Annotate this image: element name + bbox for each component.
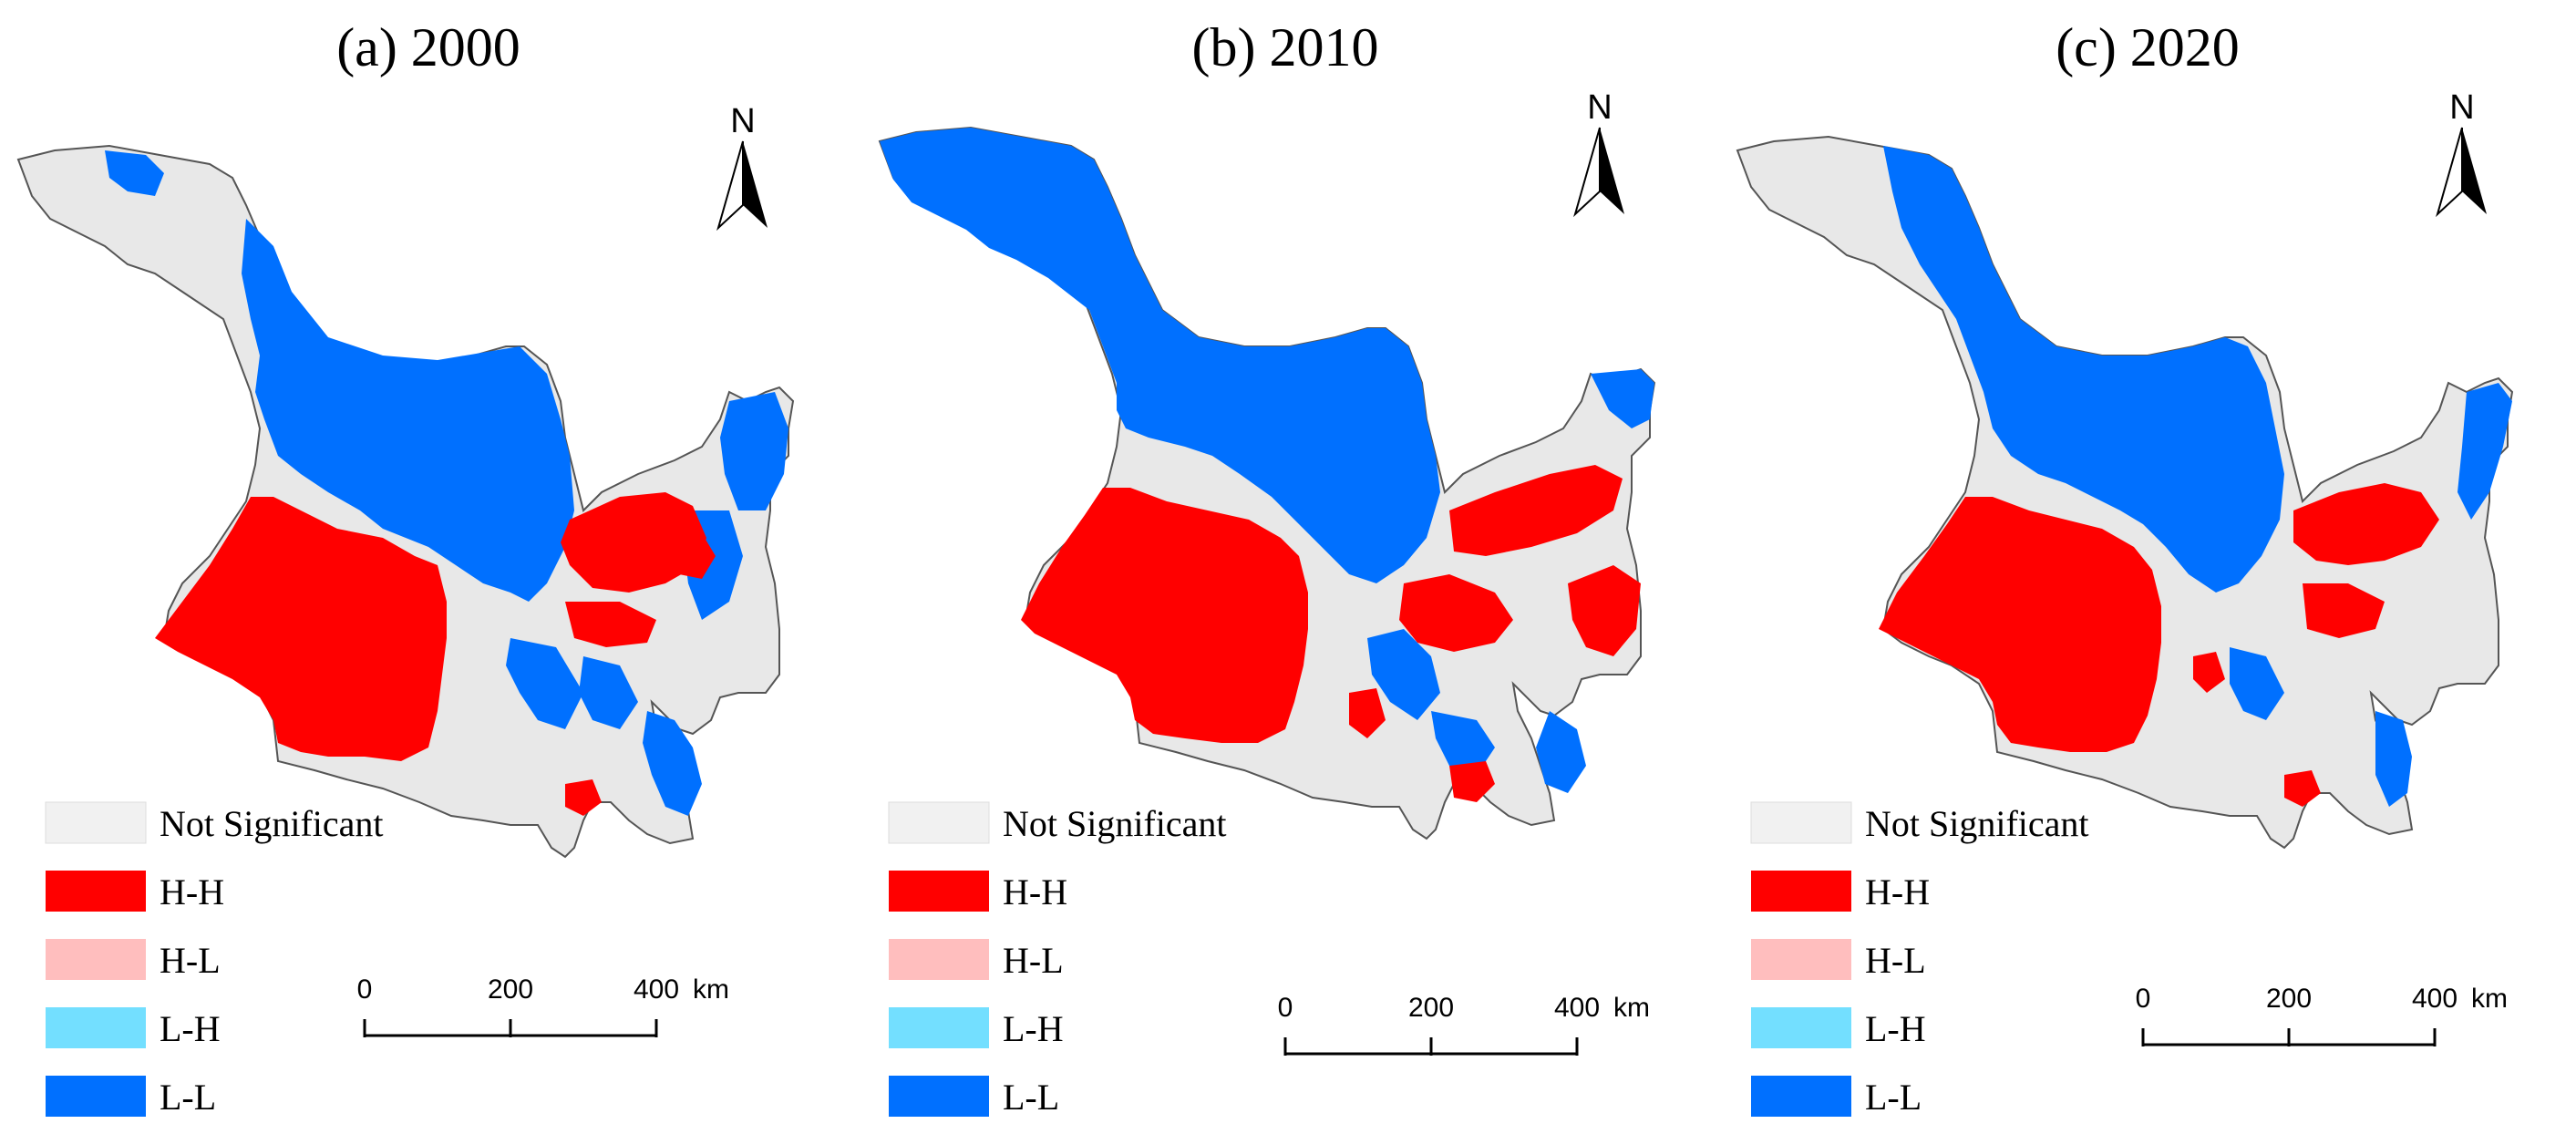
svg-text:N: N xyxy=(2449,88,2474,127)
lisa-map-2020: N 0 200 400 km Not Significant H-H H-L L… xyxy=(1736,88,2514,1118)
panel-title-2000: (a) 2000 xyxy=(336,17,520,77)
cluster-hh xyxy=(565,779,602,816)
legend-label: Not Significant xyxy=(160,803,384,844)
cluster-ll xyxy=(1431,711,1495,775)
legend-label: L-L xyxy=(1865,1077,1922,1118)
cluster-hh xyxy=(1349,688,1386,738)
scale-tick: 200 xyxy=(2266,984,2312,1014)
legend-label: Not Significant xyxy=(1865,803,2089,844)
cluster-hh xyxy=(155,497,447,761)
north-arrow-icon: N xyxy=(1573,88,1624,218)
legend-swatch xyxy=(889,939,989,980)
legend-swatch xyxy=(1751,1076,1851,1117)
cluster-hh xyxy=(1449,761,1495,802)
legend-label: L-H xyxy=(1865,1008,1926,1049)
cluster-ll xyxy=(1591,369,1654,428)
legend-label: L-H xyxy=(1003,1008,1064,1049)
legend-swatch xyxy=(1751,1007,1851,1048)
cluster-hh xyxy=(565,602,656,647)
legend-swatch xyxy=(889,1007,989,1048)
legend-label: H-H xyxy=(1865,871,1930,912)
panel-2010: (b) 2010 N 0 200 400 km xyxy=(857,0,1714,1134)
scale-tick: 200 xyxy=(1408,993,1454,1023)
cluster-ll xyxy=(1536,711,1586,793)
legend-label: H-L xyxy=(1003,940,1064,981)
cluster-hh xyxy=(2303,583,2385,638)
cluster-ll xyxy=(242,219,574,602)
legend-label: H-L xyxy=(1865,940,1926,981)
svg-text:N: N xyxy=(1587,88,1612,127)
cluster-hh xyxy=(2293,483,2439,565)
lisa-map-2000: N 0 200 400 km Not Significant H-H H-L L… xyxy=(16,102,795,1118)
cluster-ll xyxy=(506,638,583,729)
cluster-ll xyxy=(2230,647,2284,720)
legend-label: L-H xyxy=(160,1008,221,1049)
scale-tick: 400 xyxy=(2412,984,2458,1014)
north-arrow-icon: N xyxy=(716,102,768,232)
legend-label: L-L xyxy=(160,1077,216,1118)
cluster-hh xyxy=(1399,574,1513,652)
legend-swatch xyxy=(1751,871,1851,912)
cluster-ll xyxy=(579,656,638,729)
legend-swatch xyxy=(1750,801,1852,844)
lisa-map-2010: N 0 200 400 km Not Significant H-H H-L L… xyxy=(878,88,1656,1118)
scale-unit: km xyxy=(693,974,729,1005)
panel-title-2020: (c) 2020 xyxy=(2056,17,2240,77)
legend-swatch xyxy=(46,1007,146,1048)
cluster-ll xyxy=(1367,629,1440,720)
cluster-hh xyxy=(1568,565,1641,656)
cluster-hh xyxy=(2284,770,2321,807)
cluster-hh xyxy=(670,533,716,579)
legend-swatch xyxy=(45,801,147,844)
legend-swatch xyxy=(1751,939,1851,980)
legend-swatch xyxy=(889,1076,989,1117)
legend-swatch xyxy=(46,871,146,912)
svg-text:N: N xyxy=(730,102,755,140)
scale-tick: 400 xyxy=(634,974,679,1005)
cluster-ll xyxy=(105,150,164,196)
scale-bar: 0 200 400 km xyxy=(1278,993,1650,1056)
legend-label: H-L xyxy=(160,940,221,981)
legend-label: Not Significant xyxy=(1003,803,1227,844)
legend-swatch xyxy=(46,1076,146,1117)
cluster-ll xyxy=(643,711,702,816)
legend-swatch xyxy=(889,871,989,912)
scale-bar: 0 200 400 km xyxy=(357,974,729,1037)
scale-tick: 0 xyxy=(357,974,373,1005)
cluster-ll xyxy=(880,128,1440,583)
cluster-ll xyxy=(2375,711,2412,807)
cluster-ll xyxy=(720,392,788,510)
cluster-hh xyxy=(1021,488,1308,743)
cluster-hh xyxy=(2193,652,2225,693)
panel-2000: (a) 2000 N 0 200 400 xyxy=(0,0,857,1134)
cluster-hh xyxy=(1879,497,2161,752)
legend-label: L-L xyxy=(1003,1077,1059,1118)
legend: Not Significant H-H H-L L-H L-L xyxy=(1750,801,2089,1118)
scale-unit: km xyxy=(2471,984,2508,1014)
cluster-hh xyxy=(1449,465,1623,556)
legend-label: H-H xyxy=(160,871,224,912)
legend: Not Significant H-H H-L L-H L-L xyxy=(888,801,1227,1118)
north-arrow-icon: N xyxy=(2436,88,2487,218)
cluster-hh xyxy=(561,492,706,593)
legend: Not Significant H-H H-L L-H L-L xyxy=(45,801,384,1118)
scale-tick: 200 xyxy=(488,974,533,1005)
legend-label: H-H xyxy=(1003,871,1067,912)
legend-swatch xyxy=(888,801,990,844)
panel-2020: (c) 2020 N 0 200 400 km xyxy=(1719,0,2576,1134)
scale-tick: 0 xyxy=(1278,993,1293,1023)
scale-unit: km xyxy=(1613,993,1650,1023)
legend-swatch xyxy=(46,939,146,980)
scale-tick: 0 xyxy=(2136,984,2151,1014)
panel-title-2010: (b) 2010 xyxy=(1191,17,1379,77)
scale-tick: 400 xyxy=(1554,993,1600,1023)
cluster-ll xyxy=(1883,146,2284,593)
scale-bar: 0 200 400 km xyxy=(2136,984,2508,1046)
cluster-ll xyxy=(2458,383,2512,520)
